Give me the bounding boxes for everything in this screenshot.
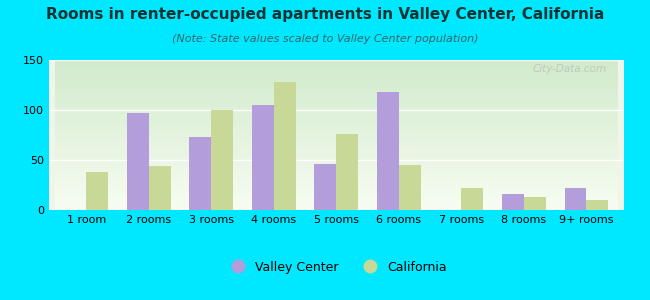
Bar xyxy=(274,82,296,210)
Bar xyxy=(149,166,171,210)
Bar xyxy=(502,194,524,210)
Text: (Note: State values scaled to Valley Center population): (Note: State values scaled to Valley Cen… xyxy=(172,34,478,44)
Bar xyxy=(586,200,608,210)
Text: Rooms in renter-occupied apartments in Valley Center, California: Rooms in renter-occupied apartments in V… xyxy=(46,8,605,22)
Bar xyxy=(86,172,108,210)
Bar xyxy=(524,197,546,210)
Bar xyxy=(337,134,358,210)
Bar xyxy=(377,92,399,210)
Bar xyxy=(315,164,337,210)
Text: City-Data.com: City-Data.com xyxy=(532,64,606,74)
Bar xyxy=(565,188,586,210)
Bar xyxy=(399,165,421,210)
Bar xyxy=(252,105,274,210)
Bar xyxy=(462,188,484,210)
Legend: Valley Center, California: Valley Center, California xyxy=(220,256,452,279)
Bar xyxy=(127,113,149,210)
Bar xyxy=(189,137,211,210)
Bar xyxy=(211,110,233,210)
